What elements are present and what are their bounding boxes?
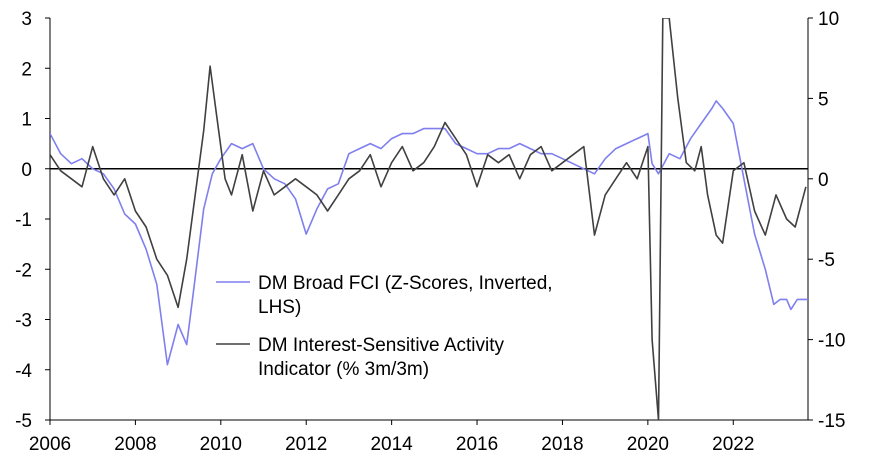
x-tick-label: 2016 [456,434,498,455]
right-y-axis: 10 5 0 -5 -10 -15 [808,9,845,432]
series-line-dm-activity [50,18,807,420]
x-tick-label: 2018 [541,434,583,455]
x-tick-label: 2010 [200,434,242,455]
series-line-dm-broad-fci [50,100,808,366]
legend-label-fci-line1: DM Broad FCI (Z-Scores, Inverted, [258,273,553,294]
left-tick-label: 2 [21,59,32,80]
x-axis: 2006 2008 2010 2012 2014 2016 2018 2020 2022 [29,420,754,455]
x-tick-label: 2014 [370,434,413,455]
right-tick-label: -15 [818,411,845,432]
left-tick-label: 1 [21,110,32,131]
right-tick-label: -10 [818,331,845,352]
x-tick-label: 2012 [285,434,327,455]
left-tick-label: -4 [15,361,32,382]
legend-label-activity-line1: DM Interest-Sensitive Activity [258,335,505,356]
legend-label-fci-line2: LHS) [258,297,301,318]
right-tick-label: 5 [818,89,829,110]
left-tick-label: -5 [15,411,32,432]
right-tick-label: -5 [818,250,835,271]
left-tick-label: 3 [21,9,32,30]
legend: DM Broad FCI (Z-Scores, Inverted, LHS) D… [216,273,553,380]
left-y-axis: 3 2 1 0 -1 -2 -3 -4 -5 [15,9,50,432]
x-tick-label: 2006 [29,434,71,455]
series-layer [50,18,808,420]
legend-entry-dm-broad-fci: DM Broad FCI (Z-Scores, Inverted, LHS) [216,273,553,318]
right-tick-label: 10 [818,9,839,30]
legend-entry-dm-activity: DM Interest-Sensitive Activity Indicator… [216,335,505,380]
left-tick-label: 0 [21,160,32,181]
x-tick-label: 2008 [114,434,156,455]
left-tick-label: -1 [15,210,32,231]
x-tick-label: 2022 [712,434,754,455]
left-tick-label: -2 [15,260,32,281]
left-tick-label: -3 [15,311,32,332]
x-tick-label: 2020 [627,434,669,455]
right-tick-label: 0 [818,170,829,191]
legend-label-activity-line2: Indicator (% 3m/3m) [258,359,429,380]
